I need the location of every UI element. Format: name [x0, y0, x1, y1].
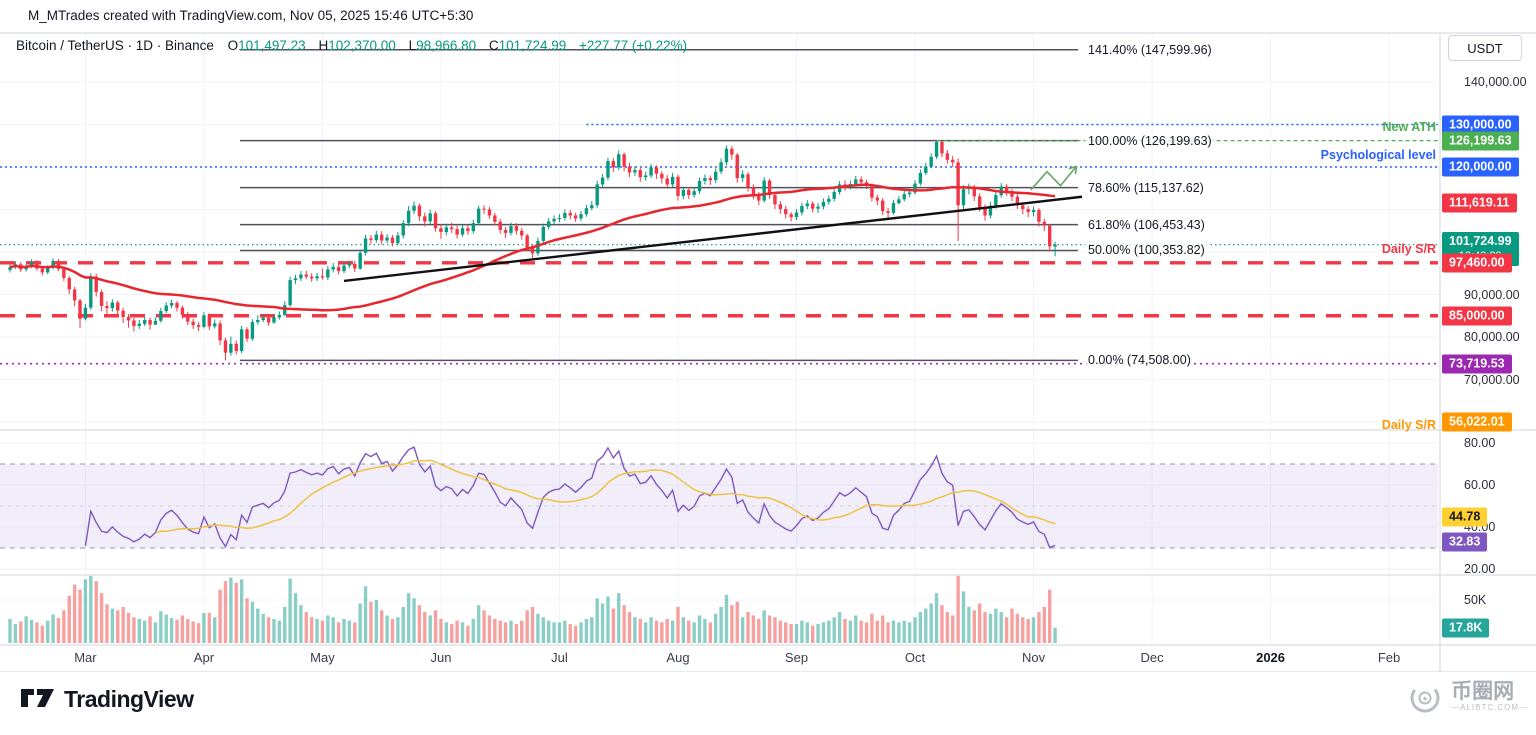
time-tick-Nov: Nov	[1021, 650, 1046, 665]
scale-badge: 85,000.00	[1442, 306, 1512, 326]
time-tick-Apr: Apr	[193, 650, 215, 665]
scale-badge: 126,199.63	[1442, 131, 1519, 151]
scale-label: 70,000.00	[1464, 372, 1520, 387]
symbol-title[interactable]: Bitcoin / TetherUS · 1D · Binance	[16, 38, 214, 53]
scale-label: 60.00	[1464, 478, 1496, 492]
fib-level-label: 61.80% (106,453.43)	[1085, 217, 1208, 232]
ohlc-low: L98,966.80	[408, 38, 477, 53]
fib-level-label: 0.00% (74,508.00)	[1085, 353, 1194, 368]
scale-badge: 56,022.01	[1442, 412, 1512, 432]
scale-label: 80,000.00	[1464, 330, 1520, 344]
scale-badge: 97,460.00	[1442, 253, 1512, 273]
footer-bar: TradingView ✦ 币圈网 —ALIBTC.COM—	[0, 672, 1536, 735]
tradingview-logo-text: TradingView	[64, 686, 194, 712]
annotation-daily-s-r: Daily S/R	[1381, 417, 1436, 432]
site-watermark-cn: 币圈网	[1451, 679, 1515, 703]
tradingview-logo[interactable]: TradingView	[20, 686, 194, 713]
fib-level-label: 78.60% (115,137.62)	[1085, 180, 1207, 195]
scale-label: 140,000.00	[1464, 75, 1527, 89]
fib-level-label: 100.00% (126,199.63)	[1085, 133, 1215, 148]
time-tick-Jun: Jun	[430, 650, 452, 665]
annotation-daily-s-r: Daily S/R	[1381, 242, 1436, 257]
rsi-ma-line	[155, 459, 1056, 534]
scale-badge: 73,719.53	[1442, 354, 1512, 374]
time-tick-Feb: Feb	[1377, 650, 1401, 665]
rsi-line	[84, 446, 1056, 549]
annotation-psychological-level: Psychological level	[1320, 147, 1436, 162]
ohlc-close: C101,724.99	[488, 38, 567, 53]
fib-retracement-lines	[240, 48, 1078, 362]
time-tick-Jul: Jul	[551, 650, 568, 665]
tradingview-logo-icon	[21, 688, 54, 707]
site-watermark: ✦ 币圈网 —ALIBTC.COM—	[1405, 676, 1528, 716]
time-tick-May: May	[310, 650, 335, 665]
scale-badge: 120,000.00	[1442, 157, 1519, 177]
fib-level-label: 141.40% (147,599.96)	[1085, 42, 1215, 57]
annotation-new-ath: New ATH	[1382, 119, 1436, 134]
fib-level-label: 50.00% (100,353.82)	[1085, 243, 1208, 258]
scale-label: 90,000.00	[1464, 287, 1520, 302]
scale-badge: 32.83	[1442, 532, 1488, 552]
site-watermark-url: —ALIBTC.COM—	[1451, 702, 1528, 712]
scale-label: 20.00	[1464, 562, 1496, 576]
scale-label: 50K	[1464, 593, 1487, 607]
time-tick-Sep: Sep	[784, 650, 809, 665]
ohlc-high: H102,370.00	[318, 38, 396, 53]
ohlc-open: O101,497.23	[227, 38, 306, 53]
currency-toggle-button[interactable]: USDT	[1448, 35, 1522, 61]
symbol-legend: Bitcoin / TetherUS · 1D · Binance O101,4…	[16, 38, 687, 53]
projection-arrow	[1030, 165, 1078, 191]
volume-bars	[8, 575, 1057, 643]
price-ma-line	[9, 183, 1056, 312]
svg-text:✦: ✦	[1421, 694, 1429, 704]
time-tick-2026: 2026	[1256, 650, 1286, 665]
scale-badge: 44.78	[1442, 507, 1488, 527]
time-tick-Aug: Aug	[666, 650, 690, 665]
time-tick-Oct: Oct	[904, 650, 926, 665]
scale-badge: 130,000.00	[1442, 115, 1519, 134]
time-tick-Mar: Mar	[74, 650, 97, 665]
site-watermark-icon: ✦	[1410, 683, 1440, 713]
time-tick-Dec: Dec	[1140, 650, 1164, 665]
scale-badge: 17.8K	[1442, 618, 1490, 638]
trendline	[343, 195, 1083, 283]
scale-badge: 111,619.11	[1442, 193, 1517, 213]
price-change: +227.77 (+0.22%)	[579, 38, 688, 53]
scale-label: 80.00	[1464, 436, 1496, 450]
creator-watermark: M_MTrades created with TradingView.com, …	[28, 8, 474, 23]
candles-series	[8, 140, 1057, 361]
